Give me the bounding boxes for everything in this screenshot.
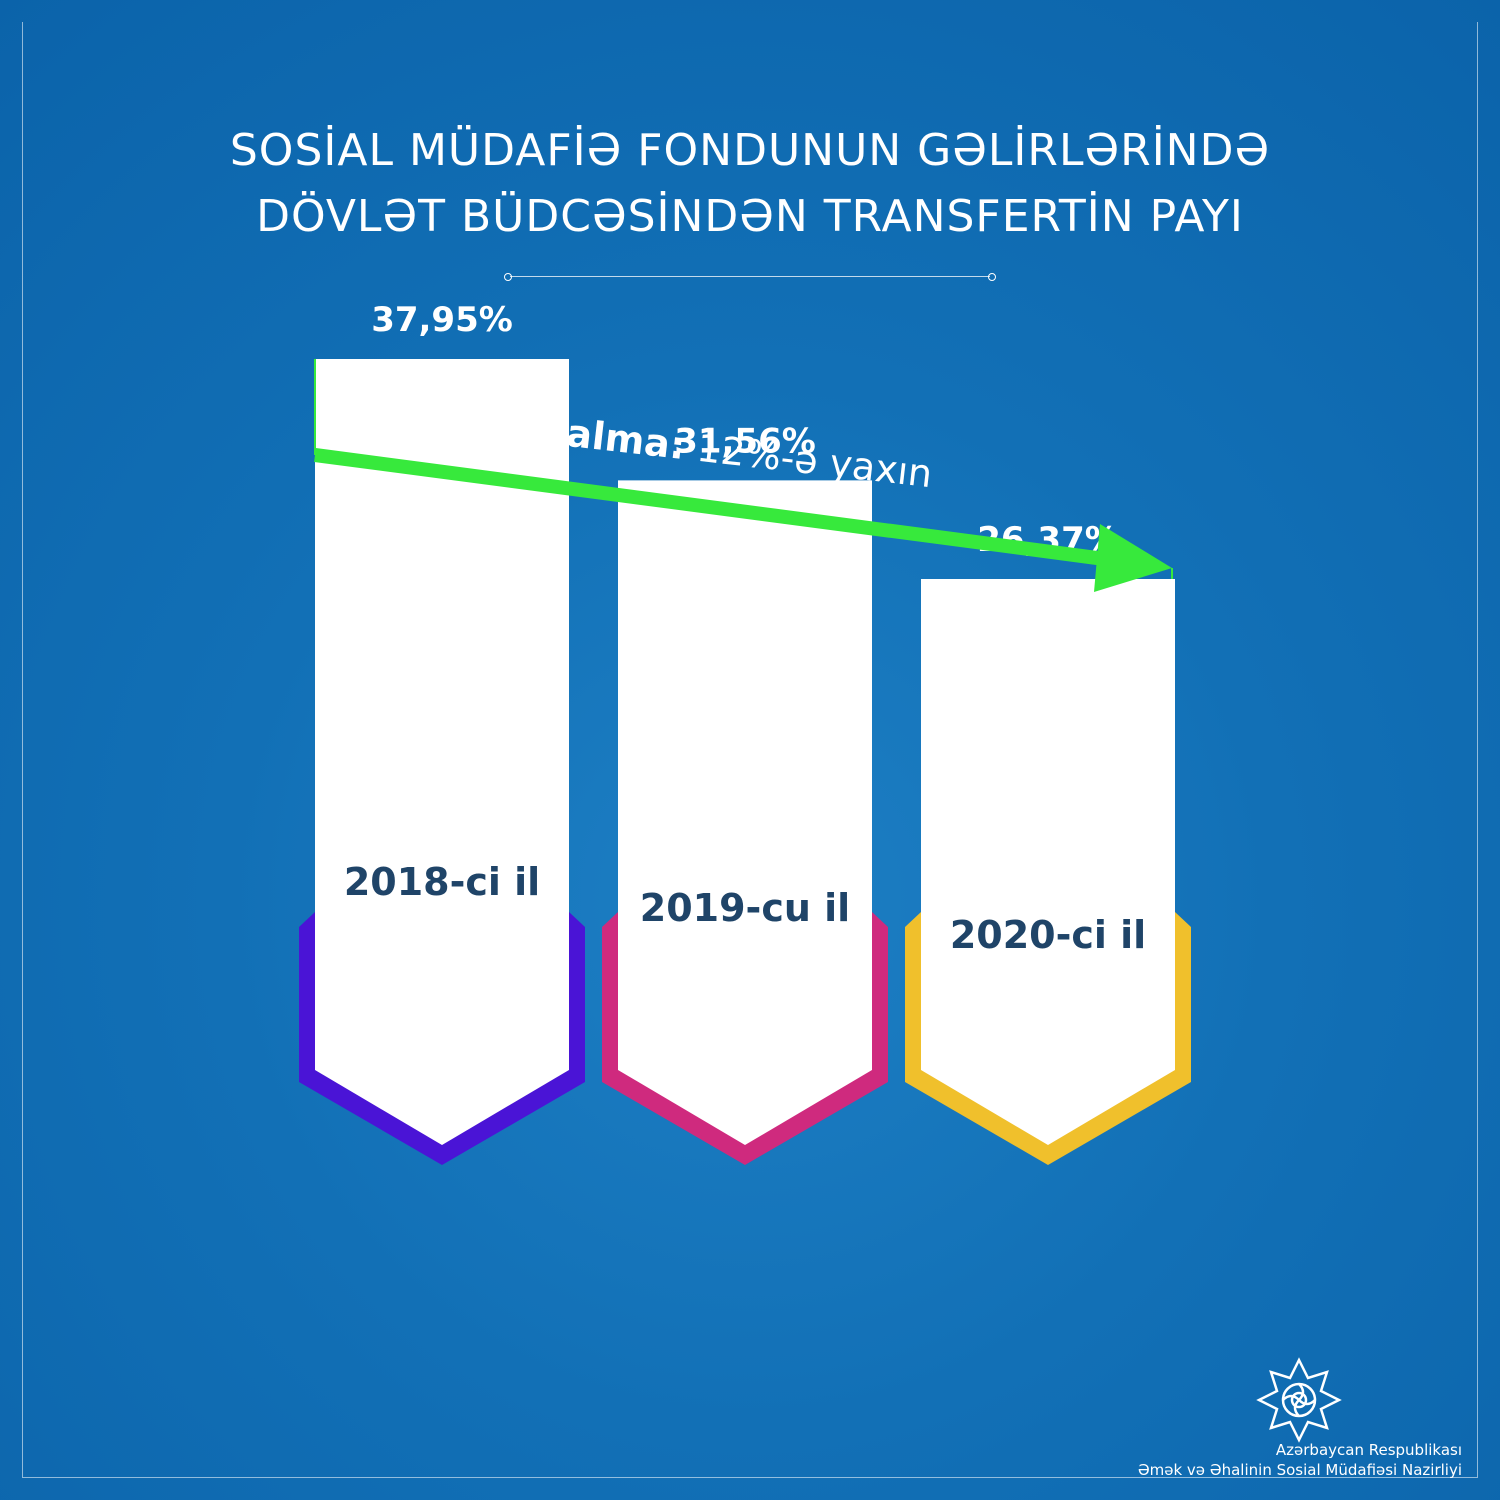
title-line-1: SOSİAL MÜDAFİƏ FONDUNUN GƏLİRLƏRİNDƏ (229, 125, 1271, 176)
title-line-2: DÖVLƏT BÜDCƏSİNDƏN TRANSFERTİN PAYI (256, 191, 1244, 242)
page-frame (22, 22, 1478, 1478)
category-label: 2019-cu il (640, 886, 850, 930)
footer-line-1: Azərbaycan Respublikası (1275, 1441, 1462, 1459)
category-label: 2020-ci il (950, 913, 1146, 957)
trend-arrow-layer (314, 358, 1173, 592)
bar (315, 358, 569, 1145)
bar (618, 480, 872, 1145)
page-title: SOSİAL MÜDAFİƏ FONDUNUN GƏLİRLƏRİNDƏ DÖV… (100, 118, 1400, 250)
divider-right-dot (988, 273, 996, 281)
trend-arrow-head (1094, 524, 1172, 592)
value-label: 37,95% (371, 300, 513, 340)
bar (921, 578, 1175, 1145)
ministry-star-emblem-icon (1256, 1357, 1342, 1443)
value-label: 31,56% (674, 421, 816, 461)
footer: Azərbaycan Respublikası Əmək və Əhalinin… (1138, 1440, 1462, 1480)
divider-left-dot (504, 273, 512, 281)
trend-arrow-shaft (314, 448, 1113, 567)
category-label: 2018-ci il (344, 860, 540, 904)
title-divider (510, 276, 990, 277)
footer-line-2: Əmək və Əhalinin Sosial Müdafiəsi Nazirl… (1137, 1461, 1462, 1479)
